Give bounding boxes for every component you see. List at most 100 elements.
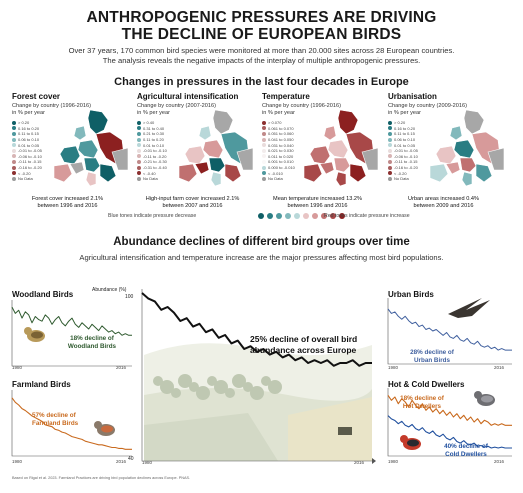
urban-x-start: 1980: [388, 365, 399, 370]
legend-item: No Data: [262, 176, 283, 182]
urban-chart-title: Urban Birds: [388, 290, 434, 299]
legend-swatch: [12, 171, 16, 176]
legend-label: 0.06 to 0.10: [18, 137, 40, 143]
legend-item: > 0.20: [388, 120, 405, 126]
legend-swatch: [388, 148, 392, 153]
scale-swatch: [339, 213, 345, 219]
legend-label: 0.021 to 0.030: [268, 148, 294, 154]
country-shape: [69, 161, 85, 175]
legend-swatch: [12, 137, 16, 142]
country-shape: [178, 163, 198, 183]
legend-swatch: [12, 159, 16, 164]
legend-swatch: [12, 120, 16, 125]
legend-item: -0.21 to -0.30: [137, 159, 167, 165]
legend-label: 0.21 to 0.30: [143, 131, 165, 137]
scale-swatch: [258, 213, 264, 219]
country-shape: [463, 109, 485, 135]
country-shape: [349, 163, 367, 183]
legend-label: No Data: [18, 176, 33, 182]
country-shape: [323, 125, 337, 141]
country-shape: [327, 139, 349, 159]
panel-caption-line2: between 2007 and 2016: [162, 203, 223, 209]
panel-caption-line2: between 2009 and 2016: [413, 203, 474, 209]
legend-swatch: [137, 126, 141, 131]
legend-item: -0.11 to -0.15: [388, 159, 418, 165]
country-shape: [435, 145, 457, 165]
legend-item: 0.061 to 0.070: [262, 126, 294, 132]
legend-label: > 0.20: [394, 120, 406, 126]
tree-illustration: [153, 376, 163, 386]
country-shape: [333, 157, 351, 173]
legend-swatch: [388, 143, 392, 148]
main-y-tick-bottom: 40: [128, 456, 134, 462]
country-shape: [210, 171, 222, 187]
legend-swatch: [12, 176, 16, 181]
country-shape: [361, 147, 379, 171]
main-x-end: 2016: [354, 460, 365, 465]
legend-label: 0.01 to 0.05: [18, 142, 40, 148]
scale-red-label: Red tones indicate pressure increase: [324, 213, 410, 219]
legend-label: -0.06 to -0.10: [18, 153, 42, 159]
legend-swatch: [137, 131, 141, 136]
legend-label: < -0.20: [394, 170, 407, 176]
country-shape: [429, 163, 449, 183]
scale-swatch: [267, 213, 273, 219]
axis-line: [387, 298, 512, 365]
legend-label: 0.16 to 0.20: [394, 125, 416, 131]
legend-item: -0.01 to -0.05: [388, 148, 418, 154]
chart-annotation: Urban Birds: [414, 357, 451, 364]
tree-illustration: [261, 376, 271, 386]
hotcold-x-start: 1980: [388, 459, 399, 464]
legend-swatch: [388, 131, 392, 136]
axis-line: [387, 388, 512, 457]
legend-swatch: [262, 131, 266, 136]
legend-label: -0.16 to -0.20: [394, 165, 418, 171]
legend-label: -0.01 to -0.05: [394, 148, 418, 154]
legend-item: 0.041 to 0.050: [262, 137, 294, 143]
legend-label: -0.01 to -0.10: [143, 148, 167, 154]
farmland-x-start: 1980: [12, 459, 23, 464]
legend-swatch: [12, 126, 16, 131]
legend-label: > 0.070: [268, 120, 282, 126]
tractor-illustration: [338, 427, 352, 435]
legend-item: 0.16 to 0.20: [12, 126, 39, 132]
legend-item: 0.021 to 0.030: [262, 148, 294, 154]
chart-annotation: Woodland Birds: [68, 343, 117, 350]
legend-item: -0.06 to -0.10: [388, 154, 418, 160]
scale-blue-label: Blue tones indicate pressure decrease: [108, 213, 197, 219]
legend-swatch: [137, 120, 141, 125]
page-title-line2: THE DECLINE OF EUROPEAN BIRDS: [121, 26, 402, 43]
legend-swatch: [12, 165, 16, 170]
legend-label: -0.31 to -0.40: [143, 165, 167, 171]
legend-swatch: [262, 154, 266, 159]
legend-swatch: [388, 137, 392, 142]
legend-label: -0.11 to -0.15: [394, 159, 418, 165]
tree-illustration: [207, 376, 217, 386]
legend-swatch: [388, 165, 392, 170]
chart-annotation: 28% decline of: [410, 349, 455, 356]
main-y-axis-title: Abundance (%): [92, 287, 127, 293]
legend-label: 0.051 to 0.060: [268, 131, 294, 137]
legend-swatch: [262, 176, 266, 181]
axis-arrow: [372, 458, 376, 464]
scale-swatch: [276, 213, 282, 219]
swift-illustration: [448, 298, 490, 318]
panel-subtitle: Change by country (2009-2016): [388, 103, 467, 109]
urban-x-end: 2016: [494, 365, 505, 370]
country-shape: [487, 147, 505, 171]
country-shape: [77, 139, 99, 159]
axis-line: [141, 289, 372, 462]
country-shape: [87, 109, 109, 135]
legend-item: 0.01 to 0.10: [137, 142, 164, 148]
legend-item: 0.11 to 0.15: [388, 131, 415, 137]
series-line: [141, 292, 372, 367]
legend-label: -0.21 to -0.30: [143, 159, 167, 165]
chart-annotation: 57% decline of: [32, 412, 77, 419]
legend-label: -0.11 to -0.15: [18, 159, 42, 165]
legend-swatch: [388, 171, 392, 176]
country-shape: [73, 125, 87, 141]
legend-swatch: [137, 176, 141, 181]
tree-illustration: [232, 374, 246, 388]
legend-label: 0.001 to 0.010: [268, 159, 294, 165]
